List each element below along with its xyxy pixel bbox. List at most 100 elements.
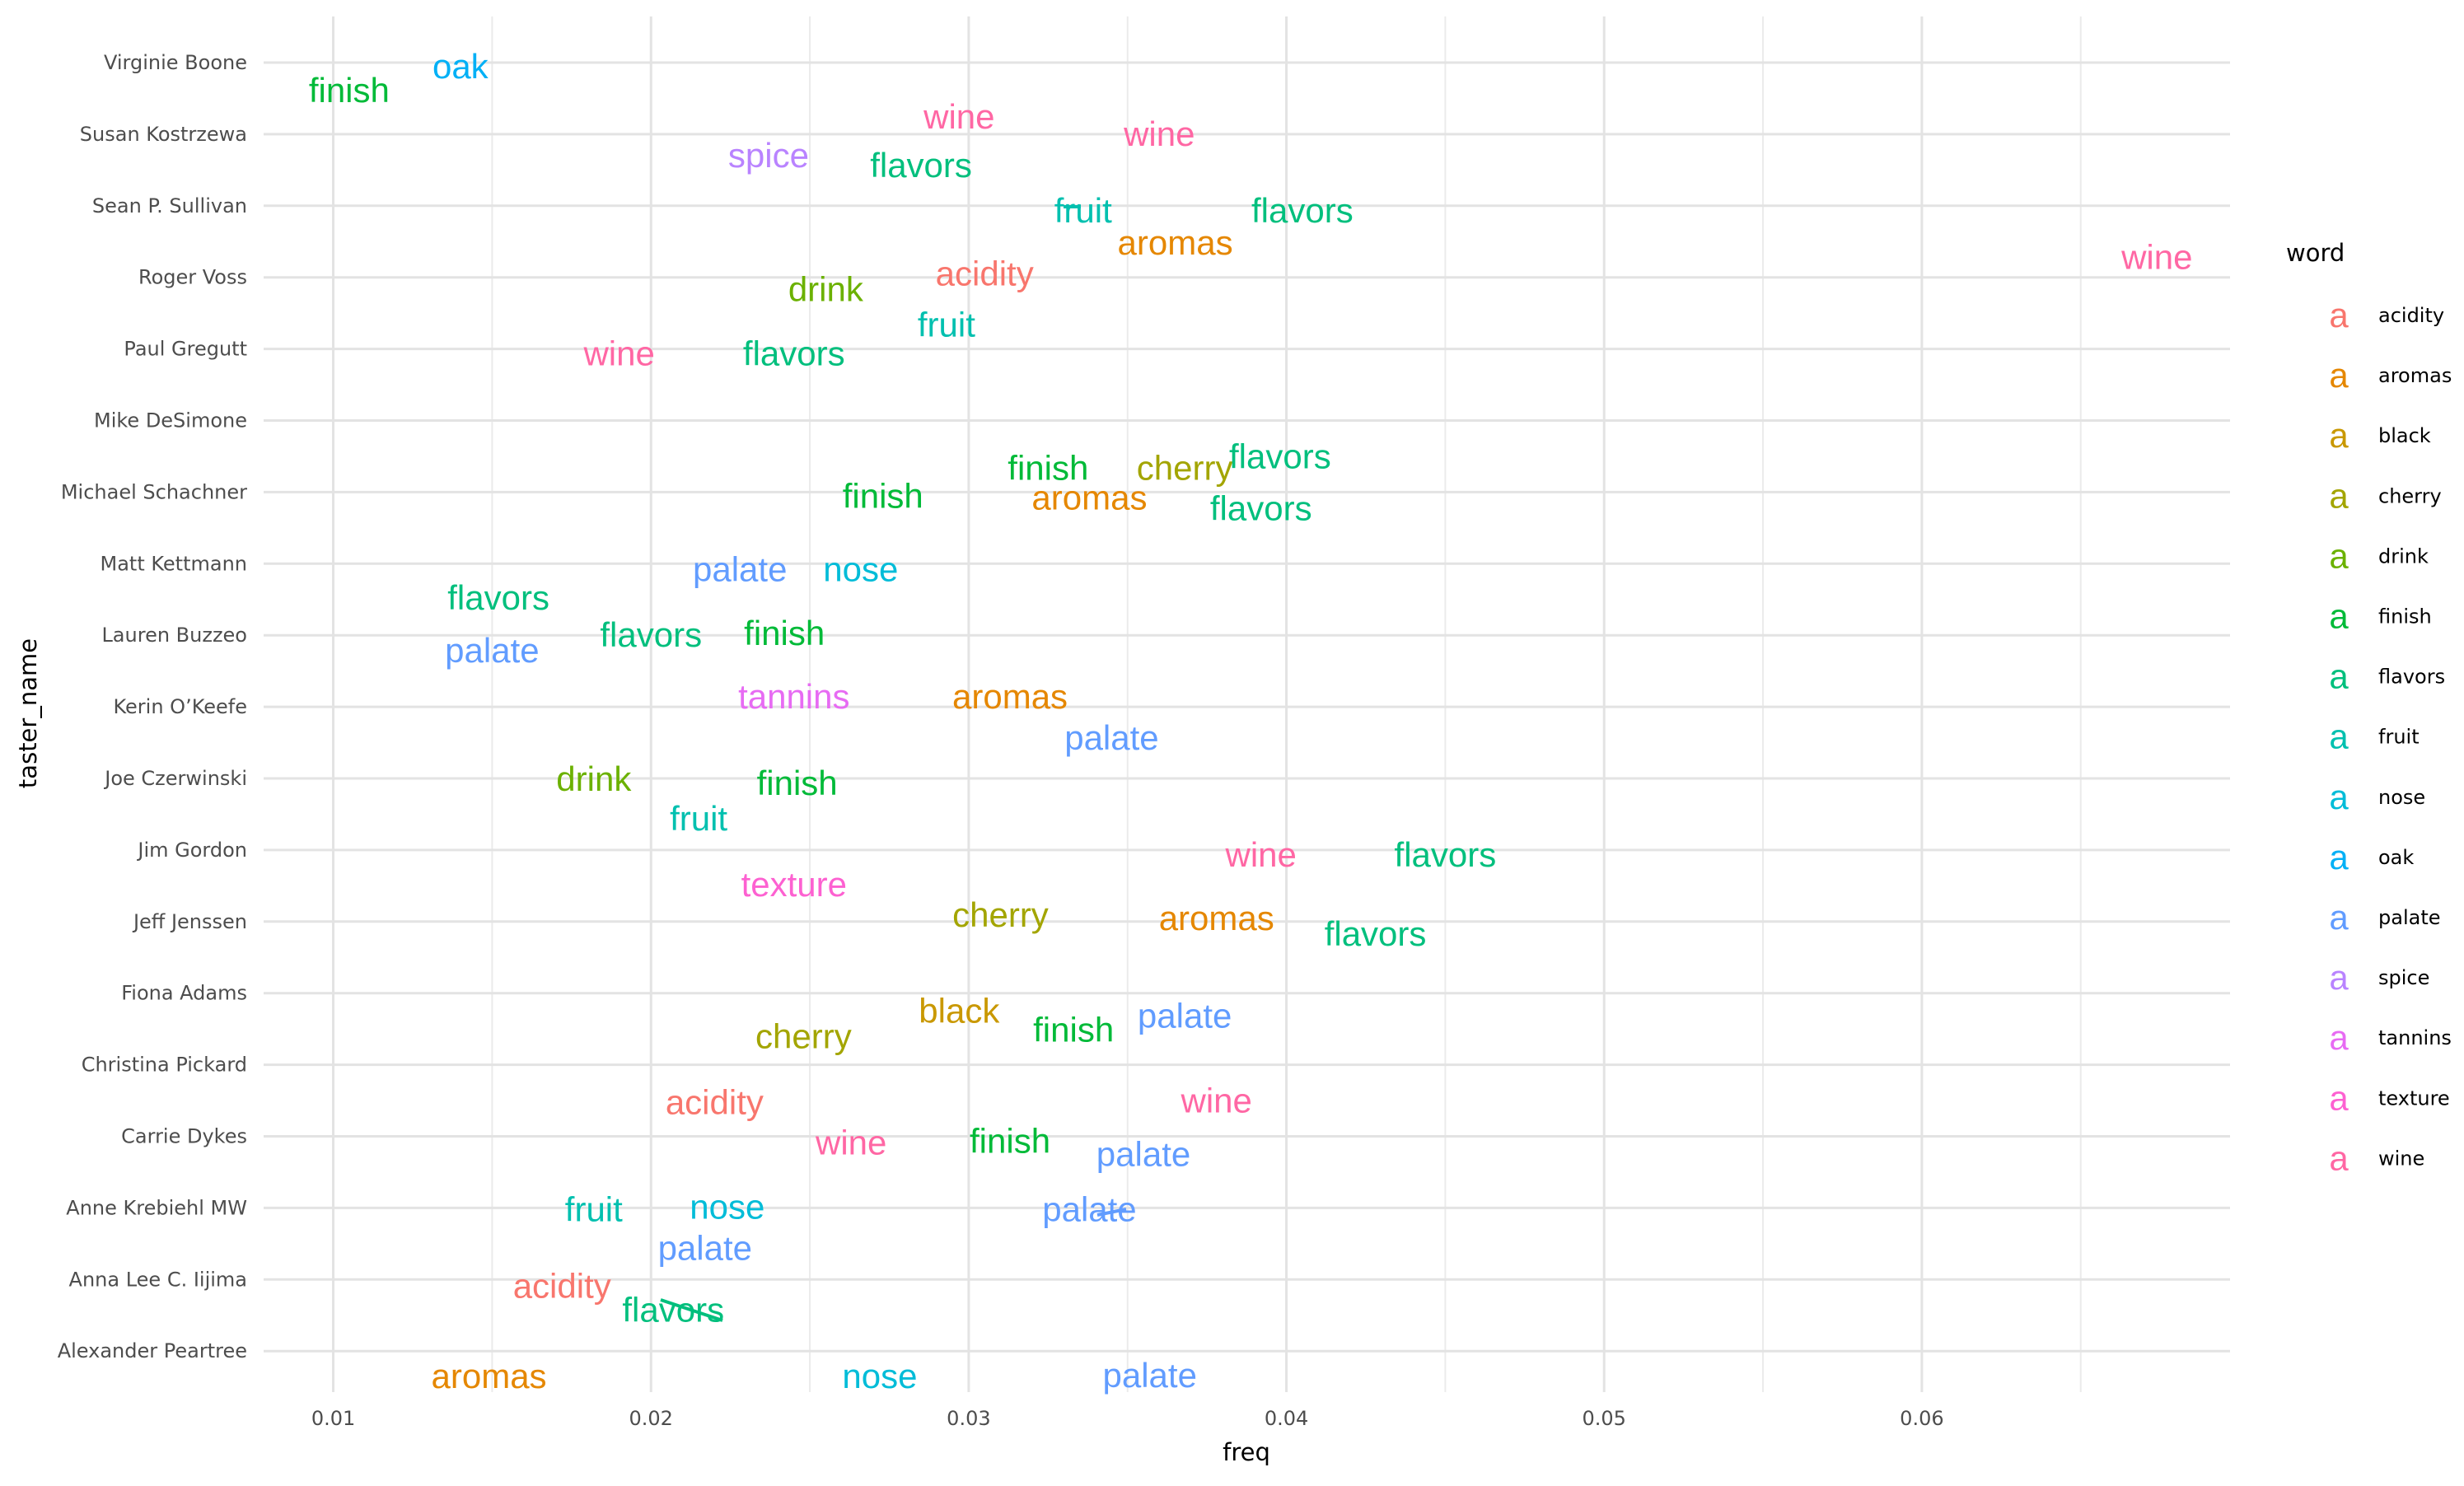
word-label-acidity: acidity	[936, 255, 1034, 293]
legend-key-finish: a	[2329, 597, 2349, 636]
word-label-wine: wine	[2120, 238, 2192, 277]
word-label-cherry: cherry	[1137, 449, 1233, 488]
legend-label-nose: nose	[2378, 786, 2425, 809]
legend-label-wine: wine	[2378, 1147, 2424, 1170]
legend-label-tannins: tannins	[2378, 1026, 2452, 1049]
y-tick-label: Susan Kostrzewa	[80, 123, 247, 146]
word-label-finish: finish	[1033, 1011, 1114, 1049]
minor-gridlines	[491, 16, 2082, 1392]
legend-label-texture: texture	[2378, 1086, 2450, 1110]
word-label-aromas: aromas	[432, 1357, 547, 1395]
legend-label-spice: spice	[2378, 966, 2429, 989]
word-label-flavors: flavors	[1325, 914, 1427, 953]
legend-label-finish: finish	[2378, 605, 2432, 629]
legend-key-oak: a	[2329, 838, 2349, 876]
x-axis-title: freq	[1223, 1438, 1270, 1466]
word-label-nose: nose	[842, 1357, 917, 1395]
legend-key-spice: a	[2329, 958, 2349, 997]
word-label-flavors: flavors	[622, 1290, 724, 1329]
word-label-wine: wine	[582, 334, 654, 373]
word-label-flavors: flavors	[1395, 835, 1497, 874]
repel-segments	[660, 205, 1127, 1322]
y-tick-label: Matt Kettmann	[101, 552, 248, 575]
x-tick-label: 0.04	[1265, 1407, 1308, 1430]
legend-label-acidity: acidity	[2378, 304, 2444, 327]
word-labels: oak finish wine wine spice flavors fruit flavor…	[309, 47, 2193, 1395]
legend-label-palate: palate	[2378, 906, 2441, 929]
legend-key-acidity: a	[2329, 296, 2349, 334]
y-axis-tick-labels: Virginie Boone Susan Kostrzewa Sean P. Sul…	[58, 51, 247, 1362]
legend-key-cherry: a	[2329, 476, 2349, 515]
x-tick-label: 0.01	[311, 1407, 355, 1430]
x-tick-label: 0.06	[1900, 1407, 1943, 1430]
y-tick-label: Fiona Adams	[121, 982, 247, 1005]
word-label-fruit: fruit	[1054, 191, 1112, 230]
word-label-wine: wine	[1181, 1082, 1252, 1120]
legend-key-texture: a	[2329, 1078, 2349, 1117]
y-tick-label: Kerin O’Keefe	[114, 695, 248, 718]
word-label-nose: nose	[690, 1187, 764, 1226]
x-tick-label: 0.05	[1583, 1407, 1626, 1430]
major-gridlines	[264, 16, 2230, 1392]
y-axis-title: taster_name	[14, 638, 42, 788]
word-label-palate: palate	[445, 631, 539, 670]
word-label-drink: drink	[556, 759, 632, 798]
word-label-aromas: aromas	[1159, 899, 1274, 937]
word-label-aromas: aromas	[1118, 223, 1233, 262]
word-label-fruit: fruit	[670, 799, 727, 838]
word-label-flavors: flavors	[447, 578, 549, 617]
y-tick-label: Paul Gregutt	[124, 338, 247, 361]
word-label-flavors: flavors	[600, 615, 702, 654]
word-label-palate: palate	[1064, 718, 1158, 757]
word-label-finish: finish	[970, 1122, 1050, 1161]
word-label-black: black	[919, 992, 1000, 1030]
word-label-spice: spice	[728, 136, 809, 175]
y-tick-label: Sean P. Sullivan	[92, 194, 247, 217]
word-label-acidity: acidity	[513, 1266, 611, 1305]
legend-title: word	[2286, 239, 2345, 267]
legend-key-tannins: a	[2329, 1018, 2349, 1057]
word-label-flavors: flavors	[1229, 437, 1331, 476]
word-label-fruit: fruit	[565, 1189, 623, 1228]
word-label-palate: palate	[1096, 1135, 1190, 1174]
legend-key-drink: a	[2329, 536, 2349, 575]
word-label-aromas: aromas	[1031, 478, 1147, 516]
word-label-wine: wine	[923, 97, 994, 136]
word-label-drink: drink	[788, 270, 864, 309]
word-label-wine: wine	[815, 1124, 886, 1162]
legend-label-flavors: flavors	[2378, 666, 2445, 689]
word-label-palate: palate	[1138, 997, 1232, 1035]
word-label-nose: nose	[823, 549, 898, 588]
word-label-palate: palate	[1042, 1189, 1136, 1228]
legend-label-aromas: aromas	[2378, 364, 2452, 387]
word-label-flavors: flavors	[870, 146, 972, 185]
word-label-cherry: cherry	[952, 895, 1049, 934]
y-tick-label: Jim Gordon	[136, 839, 247, 862]
word-label-palate: palate	[658, 1228, 752, 1267]
legend-label-black: black	[2378, 424, 2431, 447]
word-label-aromas: aromas	[952, 677, 1068, 716]
word-label-finish: finish	[1008, 449, 1088, 488]
y-tick-label: Roger Voss	[138, 266, 247, 289]
x-tick-label: 0.02	[629, 1407, 673, 1430]
word-label-flavors: flavors	[743, 334, 845, 373]
word-label-flavors: flavors	[1251, 191, 1354, 230]
x-tick-label: 0.03	[947, 1407, 990, 1430]
legend-key-black: a	[2329, 416, 2349, 455]
y-tick-label: Virginie Boone	[104, 51, 247, 74]
word-label-fruit: fruit	[918, 306, 975, 344]
legend-key-aromas: a	[2329, 356, 2349, 395]
legend-label-fruit: fruit	[2378, 726, 2420, 749]
legend-label-cherry: cherry	[2378, 484, 2442, 507]
word-label-acidity: acidity	[666, 1083, 764, 1122]
word-label-palate: palate	[1103, 1356, 1197, 1395]
word-label-oak: oak	[432, 47, 489, 86]
y-tick-label: Anne Krebiehl MW	[66, 1196, 247, 1219]
y-tick-label: Joe Czerwinski	[103, 767, 247, 790]
y-tick-label: Christina Pickard	[82, 1054, 247, 1077]
y-tick-label: Mike DeSimone	[94, 409, 247, 432]
word-label-wine: wine	[1225, 835, 1297, 874]
legend-key-flavors: a	[2329, 657, 2349, 696]
